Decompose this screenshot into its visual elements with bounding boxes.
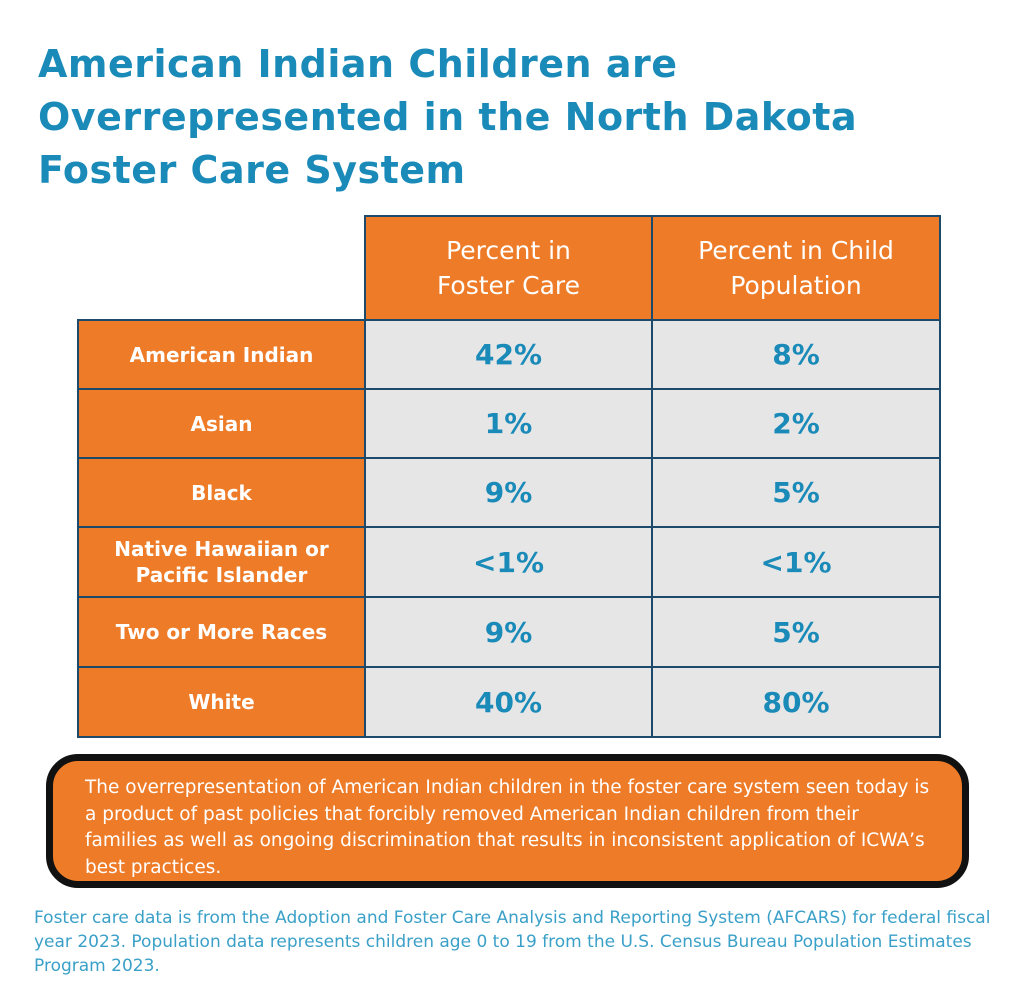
row-label: Native Hawaiian or Pacific Islander — [77, 526, 366, 598]
value-foster-care: 9% — [364, 457, 653, 528]
column-header-foster-care: Percent in Foster Care — [364, 215, 653, 321]
value-foster-care: 40% — [364, 666, 653, 738]
value-child-population: 8% — [651, 319, 941, 390]
source-footnote: Foster care data is from the Adoption an… — [34, 908, 991, 976]
page-title: American Indian Children are Overreprese… — [38, 42, 858, 192]
row-label: Black — [77, 457, 366, 528]
value-child-population: 80% — [651, 666, 941, 738]
row-label: Two or More Races — [77, 596, 366, 668]
row-label: American Indian — [77, 319, 366, 390]
value-foster-care: 1% — [364, 388, 653, 459]
value-child-population: 5% — [651, 596, 941, 668]
value-child-population: 2% — [651, 388, 941, 459]
column-header-child-population: Percent in Child Population — [651, 215, 941, 321]
callout-box: The overrepresentation of American India… — [46, 754, 969, 888]
value-foster-care: 9% — [364, 596, 653, 668]
value-foster-care: <1% — [364, 526, 653, 598]
callout-text: The overrepresentation of American India… — [85, 777, 930, 878]
value-child-population: 5% — [651, 457, 941, 528]
row-label: Asian — [77, 388, 366, 459]
value-foster-care: 42% — [364, 319, 653, 390]
value-child-population: <1% — [651, 526, 941, 598]
row-label: White — [77, 666, 366, 738]
